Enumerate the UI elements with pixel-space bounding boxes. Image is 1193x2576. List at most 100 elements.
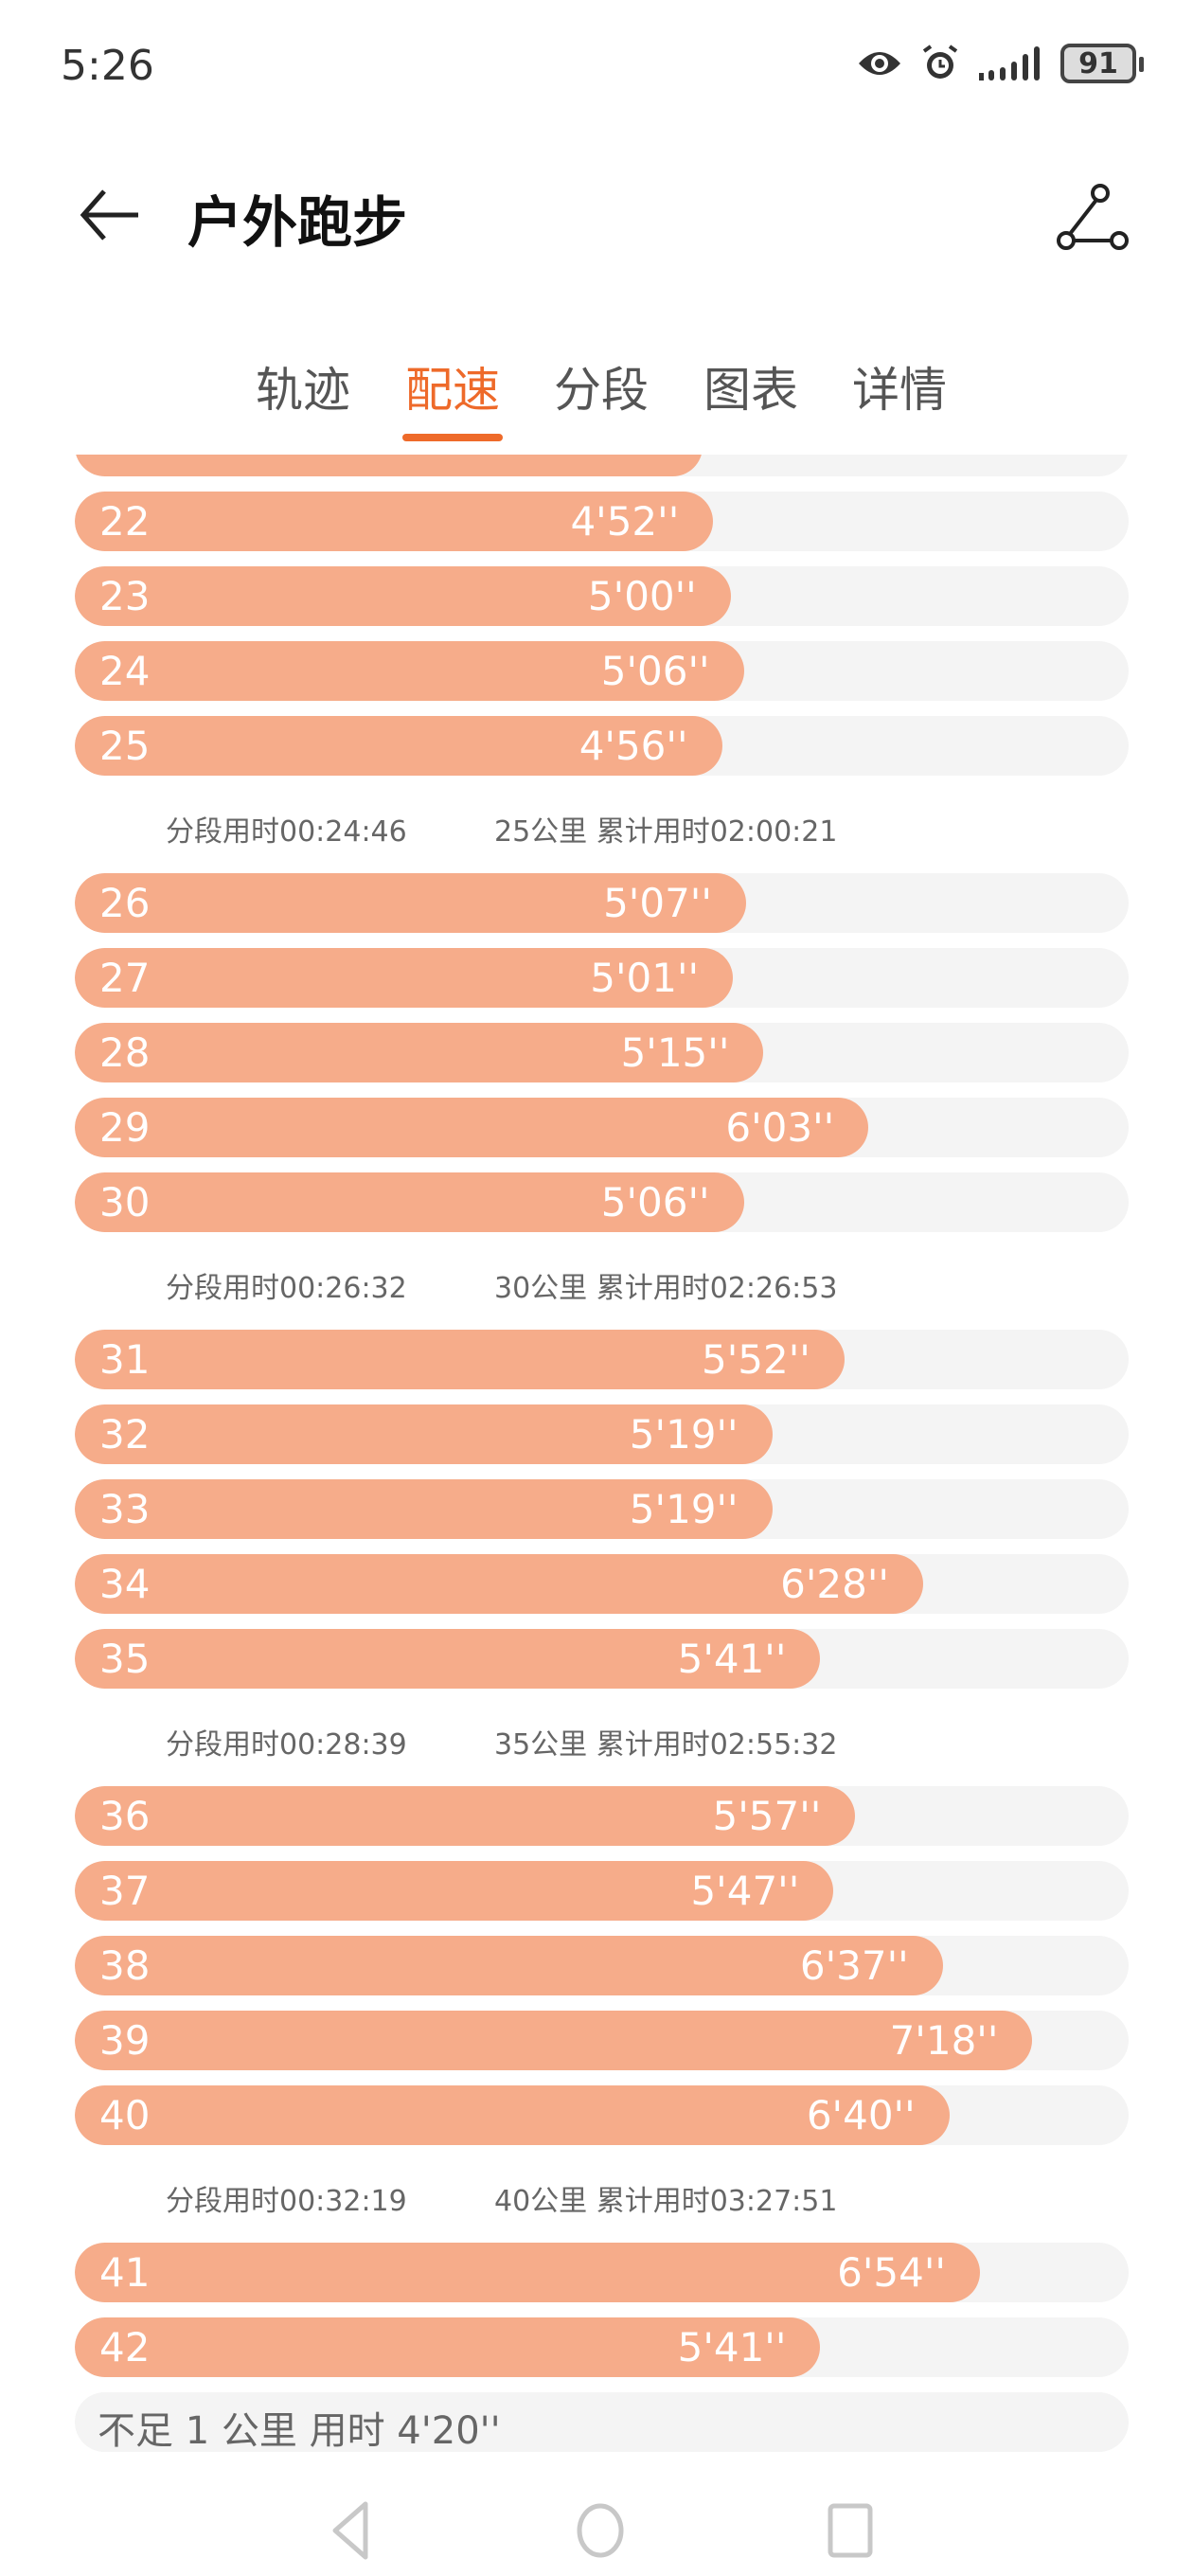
pace-row-partial: [75, 455, 1129, 476]
cumulative-time: 35公里 累计用时02:55:32: [494, 1728, 838, 1762]
pace-value: 5'15'': [620, 1029, 730, 1076]
km-label: 30: [99, 1179, 151, 1225]
tab-active-underline: [402, 434, 503, 441]
pace-bar-fill: 7'18'': [75, 2011, 1033, 2070]
km-label: 25: [99, 723, 151, 769]
pace-row[interactable]: 6'28'' 34: [75, 1554, 1129, 1614]
home-circle-icon[interactable]: [572, 2500, 629, 2561]
pace-row[interactable]: 4'52'' 22: [75, 492, 1129, 551]
pace-row[interactable]: 6'54'' 41: [75, 2243, 1129, 2302]
pace-value: 6'40'': [806, 2092, 916, 2138]
km-label: 32: [99, 1411, 151, 1458]
pace-row[interactable]: 6'37'' 38: [75, 1936, 1129, 1995]
pace-bar-fill: 5'41'': [75, 1629, 821, 1689]
pace-bar-fill: [75, 455, 703, 476]
status-bar: 5:26 91: [0, 0, 1193, 133]
km-label: 22: [99, 498, 151, 545]
status-time: 5:26: [61, 42, 154, 90]
share-icon[interactable]: [1057, 182, 1129, 254]
pace-value: 6'37'': [799, 1942, 909, 1989]
pace-value: 6'54'': [837, 2249, 946, 2296]
pace-value: 5'52'': [702, 1336, 810, 1383]
pace-value: 4'56'': [579, 723, 688, 769]
pace-bar-fill: 6'54'': [75, 2243, 980, 2302]
pace-row[interactable]: 5'15'' 28: [75, 1023, 1129, 1082]
pace-value: 5'57'': [712, 1793, 822, 1839]
km-label: 34: [99, 1561, 151, 1607]
km-label: 31: [99, 1336, 151, 1383]
pace-bar-fill: 6'40'': [75, 2085, 950, 2145]
pace-row[interactable]: 6'03'' 29: [75, 1098, 1129, 1157]
km-label: 42: [99, 2324, 151, 2370]
tab-3[interactable]: 图表: [703, 363, 798, 418]
cumulative-time: 40公里 累计用时03:27:51: [494, 2185, 838, 2218]
tab-0[interactable]: 轨迹: [256, 363, 350, 418]
pace-row[interactable]: 5'19'' 32: [75, 1404, 1129, 1464]
tab-bar: 轨迹 配速 分段 图表 详情: [0, 352, 1193, 447]
km-label: 28: [99, 1029, 151, 1076]
pace-row[interactable]: 5'19'' 33: [75, 1479, 1129, 1539]
pace-row[interactable]: 5'01'' 27: [75, 948, 1129, 1008]
pace-value: 6'03'': [725, 1104, 835, 1151]
tab-2[interactable]: 分段: [554, 363, 649, 418]
pace-row[interactable]: 7'18'' 39: [75, 2011, 1129, 2070]
km-label: 26: [99, 880, 151, 926]
navigation-bar: [0, 2500, 1193, 2576]
pace-row[interactable]: 5'06'' 30: [75, 1172, 1129, 1232]
pace-row[interactable]: 5'57'' 36: [75, 1786, 1129, 1846]
pace-bar-fill: 5'06'': [75, 641, 744, 701]
split-summary: 分段用时00:28:39 35公里 累计用时02:55:32: [75, 1689, 1129, 1771]
signal-icon: [979, 46, 1040, 80]
km-label: 35: [99, 1636, 151, 1682]
pace-value: 5'00'': [587, 573, 697, 619]
pace-row[interactable]: 5'41'' 35: [75, 1629, 1129, 1689]
pace-list[interactable]: 4'52'' 22 5'00'' 23 5'06'' 24 4'56'' 25 分段用时00:2…: [75, 455, 1129, 2462]
eye-icon: [859, 52, 900, 75]
km-label: 36: [99, 1793, 151, 1839]
pace-value: 5'06'': [600, 1179, 710, 1225]
pace-row[interactable]: 5'07'' 26: [75, 873, 1129, 933]
pace-row[interactable]: 5'06'' 24: [75, 641, 1129, 701]
pace-bar-fill: 5'06'': [75, 1172, 744, 1232]
tab-4[interactable]: 详情: [852, 363, 947, 418]
pace-value: 5'19'': [629, 1411, 739, 1458]
km-label: 23: [99, 573, 151, 619]
split-summary: 分段用时00:32:19 40公里 累计用时03:27:51: [75, 2145, 1129, 2227]
pace-bar-fill: 5'52'': [75, 1330, 845, 1389]
km-label: 29: [99, 1104, 151, 1151]
pace-bar-fill: 5'01'': [75, 948, 734, 1008]
pace-bar-fill: 5'07'': [75, 873, 746, 933]
alarm-icon: [922, 45, 958, 79]
pace-value: 7'18'': [889, 2017, 999, 2064]
cumulative-time: 25公里 累计用时02:00:21: [494, 815, 838, 849]
pace-bar-fill: 5'57'': [75, 1786, 856, 1846]
pace-bar-fill: 6'28'': [75, 1554, 923, 1614]
arrow-left-icon[interactable]: [76, 182, 142, 248]
km-label: 39: [99, 2017, 151, 2064]
pace-row[interactable]: 5'00'' 23: [75, 566, 1129, 626]
pace-bar-fill: 4'52'': [75, 492, 714, 551]
pace-bar-fill: 5'19'': [75, 1404, 773, 1464]
pace-row[interactable]: 6'40'' 40: [75, 2085, 1129, 2145]
km-label: 27: [99, 955, 151, 1001]
pace-value: 5'07'': [603, 880, 712, 926]
pace-row[interactable]: 4'56'' 25: [75, 716, 1129, 776]
recents-square-icon[interactable]: [826, 2500, 875, 2561]
pace-bar-fill: 5'47'': [75, 1861, 834, 1921]
split-time: 分段用时00:32:19: [166, 2185, 407, 2218]
split-summary: 分段用时00:24:46 25公里 累计用时02:00:21: [75, 776, 1129, 858]
back-triangle-icon[interactable]: [328, 2500, 375, 2561]
page-title: 户外跑步: [187, 190, 408, 255]
pace-row[interactable]: 5'47'' 37: [75, 1861, 1129, 1921]
pace-value: 5'41'': [677, 1636, 787, 1682]
pace-bar-fill: 5'00'': [75, 566, 731, 626]
split-time: 分段用时00:28:39: [166, 1728, 407, 1762]
pace-value: 5'01'': [590, 955, 700, 1001]
pace-row[interactable]: 5'41'' 42: [75, 2317, 1129, 2377]
tab-1[interactable]: 配速: [405, 363, 500, 418]
km-label: 40: [99, 2092, 151, 2138]
pace-row[interactable]: 5'52'' 31: [75, 1330, 1129, 1389]
split-time: 分段用时00:26:32: [166, 1272, 407, 1305]
pace-bar-fill: 4'56'': [75, 716, 722, 776]
km-label: 24: [99, 648, 151, 694]
